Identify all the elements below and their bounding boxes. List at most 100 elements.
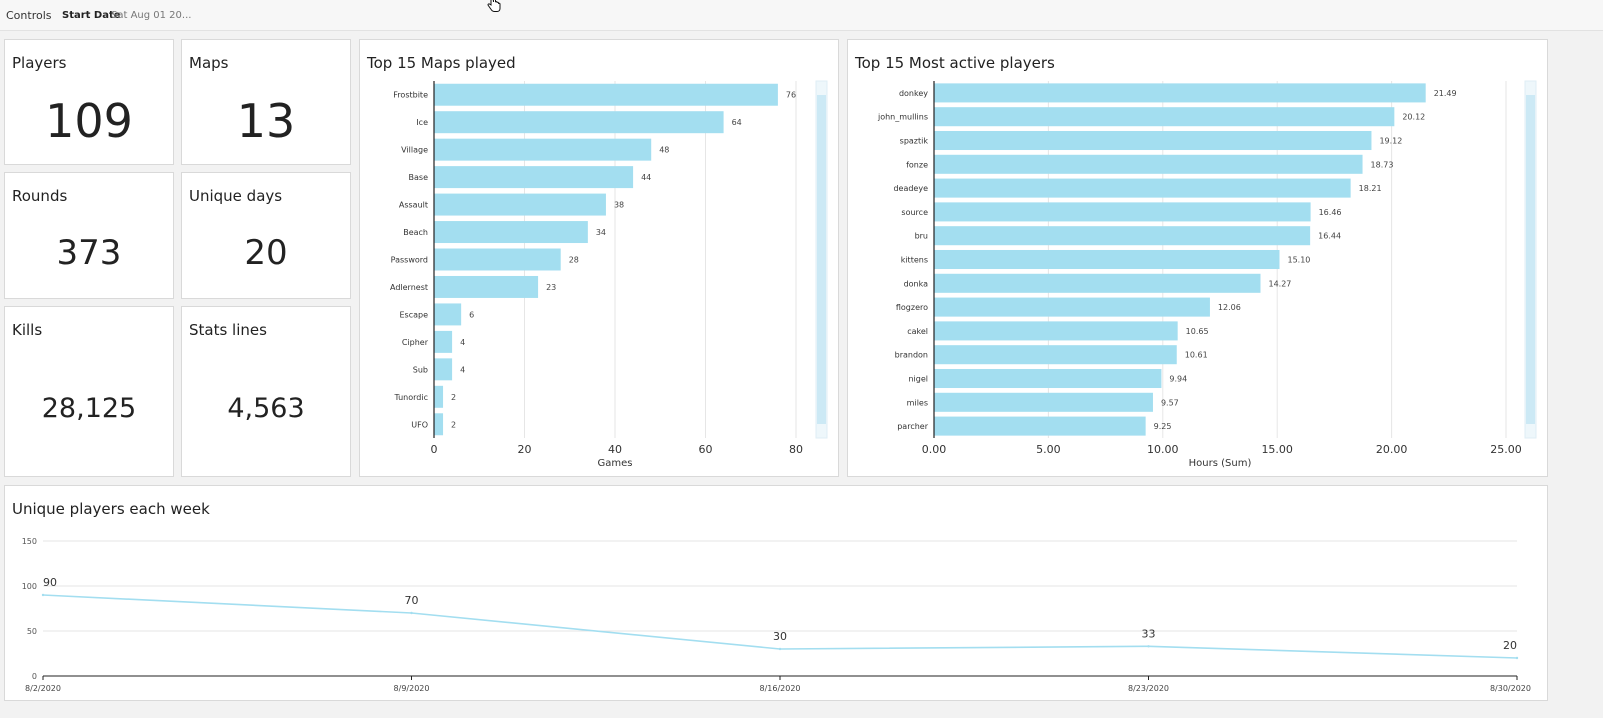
data-label: 64 bbox=[732, 118, 742, 127]
category-label: Password bbox=[391, 256, 428, 265]
start-date-control[interactable]: Sat Aug 01 20... bbox=[111, 10, 192, 21]
players-bar-chart: 0.00 5.00 10.00 15.00 20.00 25.00 donkey 21.49 j… bbox=[877, 80, 1537, 469]
y-tick-label: 150 bbox=[22, 537, 37, 546]
bar bbox=[934, 178, 1351, 198]
x-tick-label: 0 bbox=[431, 443, 438, 456]
bar bbox=[434, 303, 462, 326]
bar bbox=[934, 297, 1210, 317]
bar bbox=[434, 221, 588, 244]
weekly-line-chart: 0 50 100 150 90 8/2/2020 70 8/9/2020 30 8/16/2020… bbox=[22, 537, 1531, 693]
category-label: Ice bbox=[416, 118, 428, 127]
bar bbox=[934, 321, 1178, 341]
kpi-value: 4,563 bbox=[227, 393, 305, 424]
data-label: 10.61 bbox=[1185, 351, 1208, 360]
data-label: 2 bbox=[451, 420, 456, 429]
data-label: 34 bbox=[596, 228, 606, 237]
bar bbox=[934, 416, 1146, 436]
data-label: 30 bbox=[773, 630, 787, 643]
hand-cursor-icon bbox=[487, 0, 501, 12]
kpi-title: Players bbox=[12, 54, 67, 72]
y-tick-label: 100 bbox=[22, 582, 37, 591]
data-label: 38 bbox=[614, 201, 624, 210]
data-label: 33 bbox=[1142, 627, 1156, 640]
kpi-card-kills[interactable]: Kills 28,125 bbox=[4, 306, 174, 477]
bar bbox=[934, 202, 1311, 222]
x-tick-label: 0.00 bbox=[922, 443, 947, 456]
x-tick-label: 40 bbox=[608, 443, 622, 456]
category-label: spaztik bbox=[900, 137, 929, 146]
data-label: 18.73 bbox=[1371, 160, 1394, 169]
category-label: Tunordic bbox=[393, 393, 428, 402]
x-axis-title: Games bbox=[598, 458, 633, 469]
bar bbox=[434, 193, 606, 216]
x-tick-label: 8/16/2020 bbox=[759, 684, 800, 693]
category-label: Frostbite bbox=[393, 91, 428, 100]
data-label: 4 bbox=[460, 338, 465, 347]
data-point bbox=[1515, 656, 1519, 660]
players-chart-card: Top 15 Most active players 0.00 5.00 10.00… bbox=[847, 39, 1548, 477]
kpi-value: 373 bbox=[56, 233, 122, 273]
data-label: 21.49 bbox=[1434, 89, 1457, 98]
x-tick-label: 15.00 bbox=[1261, 443, 1293, 456]
data-label: 19.12 bbox=[1379, 137, 1402, 146]
kpi-value: 20 bbox=[244, 233, 288, 273]
kpi-card-rounds[interactable]: Rounds 373 bbox=[4, 172, 174, 299]
category-label: john_mullins bbox=[877, 113, 928, 122]
data-point bbox=[410, 611, 413, 615]
x-axis-title: Hours (Sum) bbox=[1189, 458, 1252, 469]
bar bbox=[434, 275, 539, 298]
data-label: 90 bbox=[43, 576, 57, 589]
data-label: 20 bbox=[1503, 639, 1517, 652]
category-label: brandon bbox=[895, 351, 928, 360]
kpi-title: Rounds bbox=[12, 187, 68, 205]
bar bbox=[934, 368, 1162, 389]
kpi-card-players[interactable]: Players 109 bbox=[4, 39, 174, 165]
kpi-title: Unique days bbox=[189, 187, 283, 205]
maps-chart-card: Top 15 Maps played 0 20 40 60 80 Frostbite 76 I… bbox=[359, 39, 839, 477]
category-label: parcher bbox=[897, 422, 928, 431]
data-label: 76 bbox=[786, 91, 796, 100]
data-label: 16.44 bbox=[1318, 232, 1341, 241]
kpi-value: 28,125 bbox=[41, 393, 137, 424]
bar bbox=[934, 392, 1153, 412]
category-label: donka bbox=[904, 279, 929, 288]
x-tick-label: 8/2/2020 bbox=[25, 684, 61, 693]
x-tick-label: 60 bbox=[699, 443, 713, 456]
x-tick-label: 10.00 bbox=[1147, 443, 1179, 456]
kpi-card-maps[interactable]: Maps 13 bbox=[181, 39, 351, 165]
category-label: cakel bbox=[907, 327, 928, 336]
x-tick-label: 80 bbox=[789, 443, 803, 456]
category-label: deadeye bbox=[893, 184, 928, 193]
bar bbox=[934, 345, 1177, 365]
category-label: Sub bbox=[413, 365, 428, 374]
bar bbox=[434, 138, 652, 161]
data-label: 6 bbox=[469, 310, 474, 319]
bar bbox=[434, 413, 444, 436]
x-tick-label: 20 bbox=[518, 443, 532, 456]
bar bbox=[934, 154, 1363, 174]
category-label: Escape bbox=[399, 310, 428, 319]
data-label: 14.27 bbox=[1268, 279, 1291, 288]
weekly-chart-title: Unique players each week bbox=[12, 500, 210, 518]
maps-chart-title: Top 15 Maps played bbox=[367, 54, 516, 72]
y-tick-label: 50 bbox=[27, 627, 37, 636]
y-tick-label: 0 bbox=[32, 672, 37, 681]
category-label: Adlernest bbox=[390, 283, 428, 292]
data-label: 16.46 bbox=[1319, 208, 1342, 217]
data-point bbox=[1147, 645, 1150, 648]
bar bbox=[934, 273, 1261, 293]
category-label: Base bbox=[409, 173, 429, 182]
x-tick-label: 8/30/2020 bbox=[1490, 684, 1531, 693]
bar bbox=[434, 358, 453, 381]
kpi-card-unique-days[interactable]: Unique days 20 bbox=[181, 172, 351, 299]
data-label: 12.06 bbox=[1218, 303, 1241, 312]
category-label: miles bbox=[907, 398, 928, 407]
data-label: 4 bbox=[460, 365, 465, 374]
kpi-card-stats-lines[interactable]: Stats lines 4,563 bbox=[181, 306, 351, 477]
controls-toggle[interactable]: Controls bbox=[6, 9, 52, 22]
kpi-title: Stats lines bbox=[189, 321, 267, 339]
category-label: flogzero bbox=[896, 303, 928, 312]
category-label: UFO bbox=[411, 420, 428, 429]
kpi-value: 109 bbox=[45, 94, 133, 148]
data-label: 18.21 bbox=[1359, 184, 1382, 193]
